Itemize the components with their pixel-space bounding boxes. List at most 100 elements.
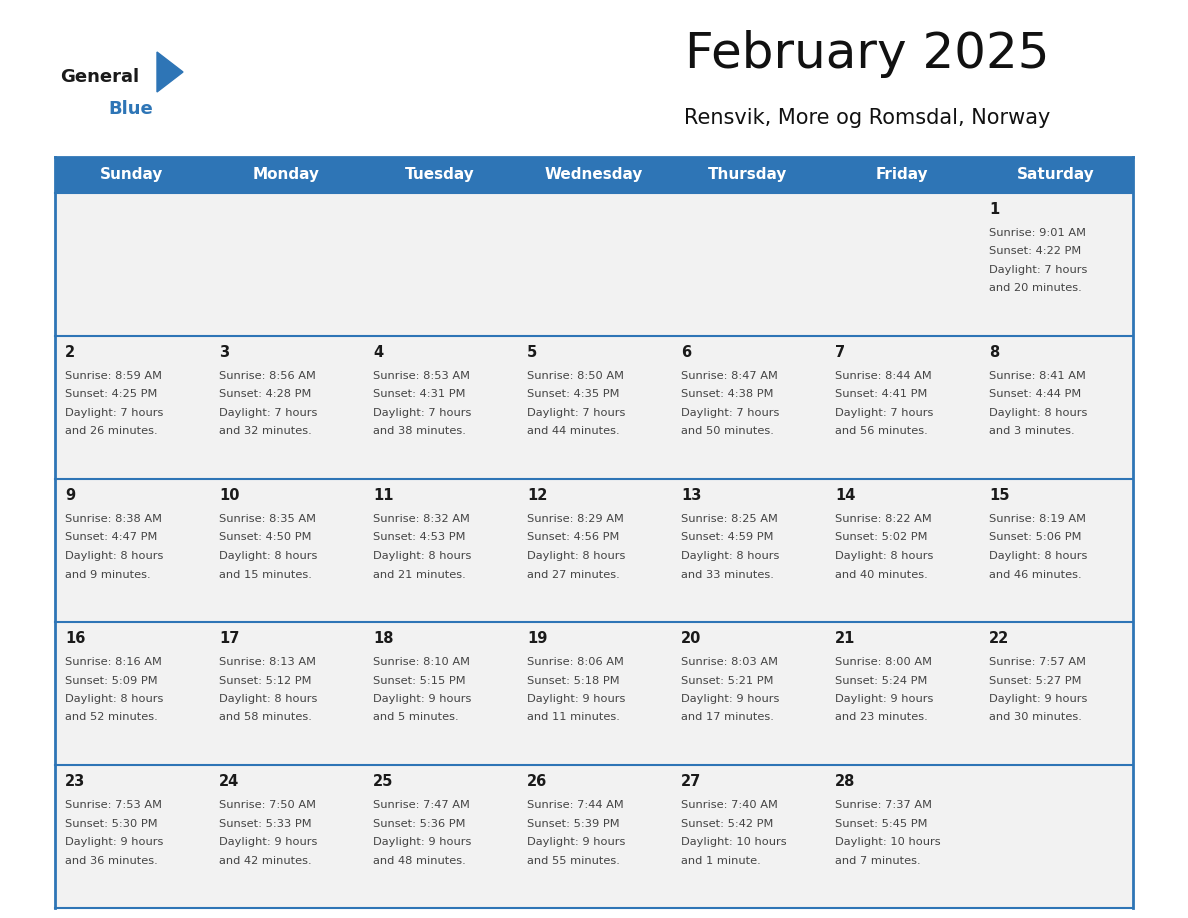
Text: and 27 minutes.: and 27 minutes. bbox=[527, 569, 620, 579]
Bar bbox=[979, 622, 1133, 765]
Bar bbox=[55, 765, 209, 908]
Text: Sunrise: 7:40 AM: Sunrise: 7:40 AM bbox=[681, 800, 778, 810]
Text: 24: 24 bbox=[219, 774, 239, 789]
Text: 2: 2 bbox=[65, 345, 75, 360]
Text: Daylight: 8 hours: Daylight: 8 hours bbox=[65, 551, 164, 561]
Bar bbox=[824, 479, 979, 622]
Text: Sunset: 4:35 PM: Sunset: 4:35 PM bbox=[527, 389, 619, 399]
Text: Sunset: 5:15 PM: Sunset: 5:15 PM bbox=[373, 676, 466, 686]
Text: and 9 minutes.: and 9 minutes. bbox=[65, 569, 151, 579]
Text: Daylight: 9 hours: Daylight: 9 hours bbox=[219, 837, 317, 847]
Text: General: General bbox=[61, 68, 139, 86]
Text: Sunset: 4:50 PM: Sunset: 4:50 PM bbox=[219, 532, 311, 543]
Text: Sunset: 4:22 PM: Sunset: 4:22 PM bbox=[988, 247, 1081, 256]
Text: 16: 16 bbox=[65, 631, 86, 646]
Text: 23: 23 bbox=[65, 774, 86, 789]
Text: 22: 22 bbox=[988, 631, 1010, 646]
Text: Sunset: 5:12 PM: Sunset: 5:12 PM bbox=[219, 676, 311, 686]
Text: Tuesday: Tuesday bbox=[405, 167, 475, 183]
Bar bbox=[209, 479, 364, 622]
Text: Daylight: 10 hours: Daylight: 10 hours bbox=[681, 837, 786, 847]
Text: 15: 15 bbox=[988, 488, 1010, 503]
Text: Daylight: 8 hours: Daylight: 8 hours bbox=[373, 551, 472, 561]
Text: 7: 7 bbox=[835, 345, 845, 360]
Bar bbox=[979, 765, 1133, 908]
Text: and 58 minutes.: and 58 minutes. bbox=[219, 712, 312, 722]
Text: Daylight: 9 hours: Daylight: 9 hours bbox=[988, 694, 1087, 704]
Text: Sunrise: 8:00 AM: Sunrise: 8:00 AM bbox=[835, 657, 933, 667]
Text: Daylight: 9 hours: Daylight: 9 hours bbox=[835, 694, 934, 704]
Text: and 33 minutes.: and 33 minutes. bbox=[681, 569, 773, 579]
Bar bbox=[364, 193, 517, 336]
Text: and 56 minutes.: and 56 minutes. bbox=[835, 427, 928, 436]
Text: Daylight: 8 hours: Daylight: 8 hours bbox=[65, 694, 164, 704]
Text: Sunset: 5:21 PM: Sunset: 5:21 PM bbox=[681, 676, 773, 686]
Text: Friday: Friday bbox=[876, 167, 928, 183]
Text: Sunrise: 7:57 AM: Sunrise: 7:57 AM bbox=[988, 657, 1086, 667]
Bar bbox=[55, 479, 209, 622]
Text: Sunset: 5:39 PM: Sunset: 5:39 PM bbox=[527, 819, 620, 829]
Bar bbox=[55, 157, 1133, 193]
Bar bbox=[517, 622, 671, 765]
Text: Thursday: Thursday bbox=[708, 167, 788, 183]
Text: and 3 minutes.: and 3 minutes. bbox=[988, 427, 1075, 436]
Text: Sunset: 5:36 PM: Sunset: 5:36 PM bbox=[373, 819, 466, 829]
Text: 10: 10 bbox=[219, 488, 240, 503]
Text: 9: 9 bbox=[65, 488, 75, 503]
Text: and 40 minutes.: and 40 minutes. bbox=[835, 569, 928, 579]
Text: Blue: Blue bbox=[108, 100, 153, 118]
Text: Sunrise: 8:41 AM: Sunrise: 8:41 AM bbox=[988, 371, 1086, 381]
Bar bbox=[671, 479, 824, 622]
Text: 26: 26 bbox=[527, 774, 548, 789]
Bar bbox=[209, 765, 364, 908]
Bar bbox=[824, 336, 979, 479]
Bar bbox=[824, 765, 979, 908]
Text: and 48 minutes.: and 48 minutes. bbox=[373, 856, 466, 866]
Text: and 36 minutes.: and 36 minutes. bbox=[65, 856, 158, 866]
Text: and 20 minutes.: and 20 minutes. bbox=[988, 284, 1082, 294]
Text: Sunset: 5:18 PM: Sunset: 5:18 PM bbox=[527, 676, 620, 686]
Bar bbox=[979, 336, 1133, 479]
Text: and 23 minutes.: and 23 minutes. bbox=[835, 712, 928, 722]
Text: Daylight: 7 hours: Daylight: 7 hours bbox=[219, 408, 317, 418]
Polygon shape bbox=[157, 52, 183, 92]
Text: 18: 18 bbox=[373, 631, 393, 646]
Bar bbox=[364, 479, 517, 622]
Bar bbox=[671, 622, 824, 765]
Text: 1: 1 bbox=[988, 202, 999, 217]
Text: 6: 6 bbox=[681, 345, 691, 360]
Text: Sunset: 5:42 PM: Sunset: 5:42 PM bbox=[681, 819, 773, 829]
Text: and 38 minutes.: and 38 minutes. bbox=[373, 427, 466, 436]
Text: and 30 minutes.: and 30 minutes. bbox=[988, 712, 1082, 722]
Text: Sunday: Sunday bbox=[100, 167, 164, 183]
Text: Wednesday: Wednesday bbox=[545, 167, 643, 183]
Text: Daylight: 8 hours: Daylight: 8 hours bbox=[219, 551, 317, 561]
Text: Sunrise: 8:25 AM: Sunrise: 8:25 AM bbox=[681, 514, 778, 524]
Text: Daylight: 9 hours: Daylight: 9 hours bbox=[65, 837, 164, 847]
Text: Daylight: 8 hours: Daylight: 8 hours bbox=[835, 551, 934, 561]
Bar bbox=[55, 336, 209, 479]
Text: Sunset: 4:53 PM: Sunset: 4:53 PM bbox=[373, 532, 466, 543]
Text: 11: 11 bbox=[373, 488, 393, 503]
Text: Daylight: 9 hours: Daylight: 9 hours bbox=[373, 694, 472, 704]
Text: Sunrise: 8:59 AM: Sunrise: 8:59 AM bbox=[65, 371, 162, 381]
Text: 13: 13 bbox=[681, 488, 701, 503]
Text: 14: 14 bbox=[835, 488, 855, 503]
Text: and 50 minutes.: and 50 minutes. bbox=[681, 427, 773, 436]
Text: Sunset: 5:24 PM: Sunset: 5:24 PM bbox=[835, 676, 928, 686]
Text: Sunrise: 8:06 AM: Sunrise: 8:06 AM bbox=[527, 657, 624, 667]
Text: and 32 minutes.: and 32 minutes. bbox=[219, 427, 311, 436]
Text: Daylight: 9 hours: Daylight: 9 hours bbox=[681, 694, 779, 704]
Text: and 21 minutes.: and 21 minutes. bbox=[373, 569, 466, 579]
Text: Sunrise: 8:22 AM: Sunrise: 8:22 AM bbox=[835, 514, 931, 524]
Text: Sunset: 4:44 PM: Sunset: 4:44 PM bbox=[988, 389, 1081, 399]
Text: Sunset: 4:28 PM: Sunset: 4:28 PM bbox=[219, 389, 311, 399]
Text: Daylight: 10 hours: Daylight: 10 hours bbox=[835, 837, 941, 847]
Text: Sunrise: 8:44 AM: Sunrise: 8:44 AM bbox=[835, 371, 931, 381]
Text: Sunset: 5:06 PM: Sunset: 5:06 PM bbox=[988, 532, 1081, 543]
Bar bbox=[364, 622, 517, 765]
Text: Monday: Monday bbox=[253, 167, 320, 183]
Bar bbox=[517, 336, 671, 479]
Text: Daylight: 7 hours: Daylight: 7 hours bbox=[373, 408, 472, 418]
Bar bbox=[824, 193, 979, 336]
